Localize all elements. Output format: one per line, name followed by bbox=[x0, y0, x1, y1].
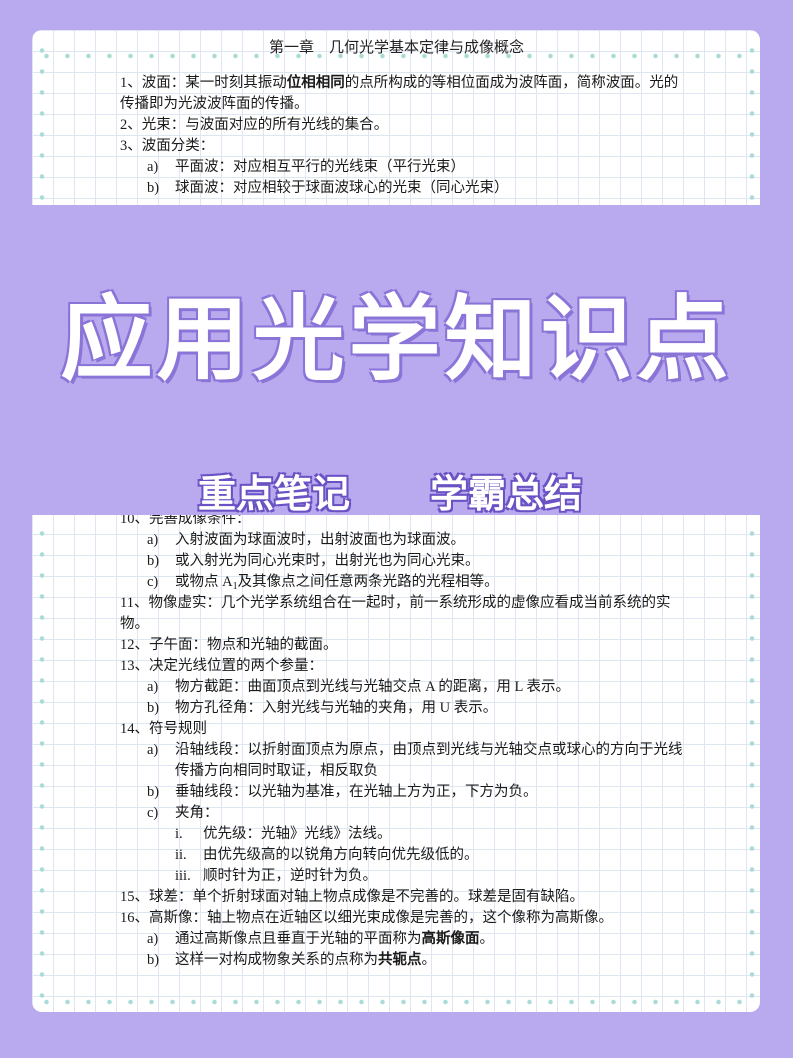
bold-text: 高斯像面 bbox=[421, 931, 480, 947]
text: 15、球差：单个折射球面对轴上物点成像是不完善的。球差是固有缺陷。 bbox=[120, 889, 584, 905]
text: 顺时针为正，逆时针为负。 bbox=[203, 868, 377, 884]
text: 3、波面分类： bbox=[120, 138, 215, 154]
list-item: 3、波面分类： bbox=[120, 136, 690, 157]
text: 12、子午面：物点和光轴的截面。 bbox=[120, 637, 338, 653]
text: 11、物像虚实：几个光学系统组合在一起时，前一系统形成的虚像应看成当前系统的实物… bbox=[120, 595, 671, 632]
dots bbox=[38, 40, 46, 1000]
dots bbox=[36, 998, 756, 1006]
doc-title: 第一章 几何光学基本定律与成像概念 bbox=[268, 40, 524, 56]
list-item: b) 这样一对构成物象关系的点称为共轭点。 bbox=[147, 950, 690, 971]
list-item: a) 平面波：对应相互平行的光线束（平行光束） bbox=[147, 157, 690, 178]
text: 1、波面：某一时刻其振动 bbox=[120, 75, 287, 91]
text: 。 bbox=[479, 931, 495, 947]
list-item: a) 物方截距：曲面顶点到光线与光轴交点 A 的距离，用 L 表示。 bbox=[147, 677, 690, 698]
banner-tag: 学霸总结 bbox=[430, 472, 583, 516]
text: 1 bbox=[232, 581, 238, 592]
list-item: a) 入射波面为球面波时，出射波面也为球面波。 bbox=[147, 530, 690, 551]
item-marker: a) bbox=[147, 931, 159, 947]
banner-title: 应用光学知识点 bbox=[60, 286, 733, 393]
banner: 应用光学知识点 重点笔记 学霸总结 bbox=[0, 205, 793, 516]
list-item: iii. 顺时针为正，逆时针为负。 bbox=[175, 866, 690, 887]
text: 16、高斯像：轴上物点在近轴区以细光束成像是完善的，这个像称为高斯像。 bbox=[120, 910, 613, 926]
top-list: 1、波面：某一时刻其振动位相相同的点所构成的等相位面成为波阵面，简称波面。光的传… bbox=[0, 73, 793, 199]
text: 或入射光为同心光束时，出射光也为同心光束。 bbox=[175, 553, 480, 569]
list-item: b) 物方孔径角：入射光线与光轴的夹角，用 U 表示。 bbox=[147, 698, 690, 719]
banner-tag: 重点笔记 bbox=[198, 472, 351, 516]
item-marker: b) bbox=[147, 952, 160, 968]
bottom-list: 10、完善成像条件： a) 入射波面为球面波时，出射波面也为球面波。 b) 或入射光为同… bbox=[0, 509, 793, 971]
item-marker: c) bbox=[147, 805, 159, 821]
text: 这样一对构成物象关系的点称为 bbox=[175, 952, 378, 968]
text: 。 bbox=[421, 952, 437, 968]
item-marker: c) bbox=[147, 574, 159, 590]
text: 13、决定光线位置的两个参量： bbox=[120, 658, 323, 674]
list-item: a) 通过高斯像点且垂直于光轴的平面称为高斯像面。 bbox=[147, 929, 690, 950]
list-item: 16、高斯像：轴上物点在近轴区以细光束成像是完善的，这个像称为高斯像。 bbox=[120, 908, 690, 929]
text: 沿轴线段：以折射面顶点为原点，由顶点到光线与光轴交点或球心的方向于光线传播方向相… bbox=[175, 742, 683, 779]
text: 入射波面为球面波时，出射波面也为球面波。 bbox=[175, 532, 465, 548]
text: 通过高斯像点且垂直于光轴的平面称为 bbox=[175, 931, 422, 947]
bold-text: 共轭点 bbox=[378, 952, 422, 968]
item-marker: b) bbox=[147, 700, 160, 716]
paper bbox=[32, 30, 760, 1012]
list-item: 2、光束：与波面对应的所有光线的集合。 bbox=[120, 115, 690, 136]
text: 物方孔径角：入射光线与光轴的夹角，用 U 表示。 bbox=[175, 700, 498, 716]
item-marker: b) bbox=[147, 180, 160, 196]
list-item: b) 或入射光为同心光束时，出射光也为同心光束。 bbox=[147, 551, 690, 572]
dots bbox=[748, 40, 756, 1000]
item-marker: a) bbox=[147, 679, 159, 695]
dots bbox=[36, 52, 756, 60]
list-item: 1、波面：某一时刻其振动位相相同的点所构成的等相位面成为波阵面，简称波面。光的传… bbox=[120, 73, 690, 115]
text: 的点所构成的等相位面成为波阵面，简称波面。光的传播即为光波波阵面的传播。 bbox=[120, 75, 679, 112]
bold-text: 位相相同 bbox=[286, 75, 345, 91]
list-item: 14、符号规则 bbox=[120, 719, 690, 740]
item-marker: a) bbox=[147, 532, 159, 548]
list-item: 15、球差：单个折射球面对轴上物点成像是不完善的。球差是固有缺陷。 bbox=[120, 887, 690, 908]
list-item: ii. 由优先级高的以锐角方向转向优先级低的。 bbox=[175, 845, 690, 866]
list-item: 11、物像虚实：几个光学系统组合在一起时，前一系统形成的虚像应看成当前系统的实物… bbox=[120, 593, 690, 635]
text: 夹角： bbox=[175, 805, 219, 821]
text: 优先级：光轴》光线》法线。 bbox=[203, 826, 392, 842]
item-marker: b) bbox=[147, 784, 160, 800]
text: 平面波：对应相互平行的光线束（平行光束） bbox=[175, 159, 465, 175]
text: 及其像点之间任意两条光路的光程相等。 bbox=[237, 574, 499, 590]
list-item: 13、决定光线位置的两个参量： bbox=[120, 656, 690, 677]
item-marker: ii. bbox=[175, 847, 187, 863]
text: 2、光束：与波面对应的所有光线的集合。 bbox=[120, 117, 389, 133]
list-item: a) 沿轴线段：以折射面顶点为原点，由顶点到光线与光轴交点或球心的方向于光线传播方… bbox=[147, 740, 690, 782]
item-marker: i. bbox=[175, 826, 183, 842]
text: 球面波：对应相较于球面波球心的光束（同心光束） bbox=[175, 180, 509, 196]
text: 垂轴线段：以光轴为基准，在光轴上方为正，下方为负。 bbox=[175, 784, 538, 800]
list-item: i. 优先级：光轴》光线》法线。 bbox=[175, 824, 690, 845]
list-item: b) 垂轴线段：以光轴为基准，在光轴上方为正，下方为负。 bbox=[147, 782, 690, 803]
text: 14、符号规则 bbox=[120, 721, 207, 737]
item-marker: a) bbox=[147, 159, 159, 175]
list-item: c) 或物点 A1及其像点之间任意两条光路的光程相等。 bbox=[147, 572, 690, 593]
list-item: 10、完善成像条件： bbox=[120, 509, 690, 530]
item-marker: b) bbox=[147, 553, 160, 569]
text: 物方截距：曲面顶点到光线与光轴交点 A 的距离，用 L 表示。 bbox=[175, 679, 570, 695]
item-marker: a) bbox=[147, 742, 159, 758]
list-item: b) 球面波：对应相较于球面波球心的光束（同心光束） bbox=[147, 178, 690, 199]
text: 由优先级高的以锐角方向转向优先级低的。 bbox=[203, 847, 479, 863]
item-marker: iii. bbox=[175, 868, 191, 884]
text: 10、完善成像条件： bbox=[120, 511, 251, 527]
list-item: c) 夹角： bbox=[147, 803, 690, 824]
text: 或物点 A bbox=[175, 574, 233, 590]
list-item: 12、子午面：物点和光轴的截面。 bbox=[120, 635, 690, 656]
